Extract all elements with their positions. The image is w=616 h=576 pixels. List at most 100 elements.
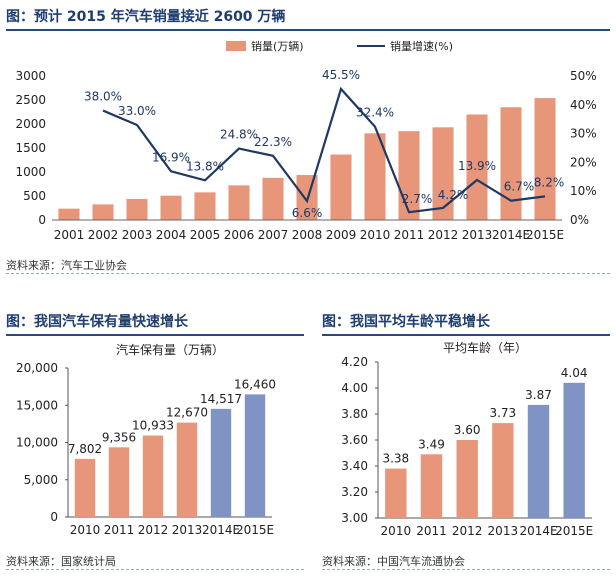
chart-subtitle: 平均车龄（年） (443, 340, 527, 355)
growth-value-label: 24.8% (220, 128, 258, 142)
bar-value-label: 10,933 (132, 419, 174, 433)
chart1-title: 图：预计 2015 年汽车销量接近 2600 万辆 (6, 9, 286, 25)
bar-value-label: 3.73 (489, 406, 516, 420)
bar-value-label: 9,356 (102, 430, 136, 444)
value-bar (108, 447, 130, 517)
value-bar (527, 404, 550, 518)
x-tick-label: 2010 (70, 523, 101, 537)
chart1-source-divider (6, 273, 610, 274)
chart2-title-rule (6, 334, 304, 336)
x-tick-label: 2011 (416, 524, 447, 538)
x-tick-label: 2013 (172, 523, 203, 537)
sales-bar (500, 107, 522, 220)
x-tick-label: 2015E (236, 523, 274, 537)
growth-value-label: 6.7% (504, 180, 535, 194)
y-tick-label: 3.40 (341, 459, 368, 473)
legend-swatch-sales (226, 41, 246, 51)
chart2-source-divider (6, 569, 304, 570)
chart2-source: 资料来源：国家统计局 (6, 555, 116, 568)
chart3-title-rule (322, 334, 610, 336)
bar-value-label: 3.87 (525, 388, 552, 402)
growth-value-label: 13.9% (458, 159, 496, 173)
sales-bar (534, 98, 556, 220)
y-tick-label: 3.60 (341, 433, 368, 447)
x-tick-label: 2014E (519, 524, 557, 538)
value-bar (142, 435, 164, 517)
x-tick-label: 2014E (202, 523, 240, 537)
x-tick-label: 2015E (555, 524, 593, 538)
y-right-tick-label: 40% (570, 98, 597, 112)
y-left-tick-label: 3000 (15, 69, 46, 83)
growth-line (102, 86, 546, 214)
sales-bar (126, 198, 148, 220)
value-bar (492, 423, 514, 518)
sales-bar (228, 185, 250, 220)
chart3-source: 资料来源：中国汽车流通协会 (322, 555, 465, 568)
x-tick-label: 2001 (54, 228, 85, 242)
x-tick-label: 2003 (122, 228, 153, 242)
growth-value-label: 2.7% (402, 192, 433, 206)
y-right-tick-label: 30% (570, 127, 597, 141)
x-tick-label: 2009 (326, 228, 357, 242)
bar-value-label: 7,802 (68, 442, 102, 456)
sales-chart: 销量(万辆) 销量增速(%) 0 500 1000 1500 2000 2500 3000 0% 1… (15, 39, 597, 242)
growth-value-label: 45.5% (322, 68, 360, 82)
x-tick-label: 2015E (526, 228, 564, 242)
growth-value-label: 33.0% (118, 104, 156, 118)
growth-value-label: 22.3% (254, 135, 292, 149)
value-bar (563, 382, 585, 518)
sales-bar (92, 204, 114, 220)
y-right-tick-label: 10% (570, 184, 597, 198)
y-tick-label: 3.00 (341, 511, 368, 525)
x-tick-label: 2012 (428, 228, 459, 242)
x-tick-label: 2012 (452, 524, 483, 538)
y-left-tick-label: 500 (23, 189, 46, 203)
bar-value-label: 12,670 (166, 406, 208, 420)
bar-value-label: 3.49 (418, 437, 445, 451)
x-tick-label: 2006 (224, 228, 255, 242)
y-tick-label: 15,000 (16, 398, 58, 412)
sales-bar (262, 177, 284, 220)
y-right-tick-label: 50% (570, 69, 597, 83)
y-tick-label: 10,000 (16, 436, 58, 450)
growth-value-label: 13.8% (186, 159, 224, 173)
y-tick-label: 3.80 (341, 407, 368, 421)
bar-value-label: 3.60 (454, 423, 481, 437)
y-tick-label: 20,000 (16, 361, 58, 375)
y-right-tick-label: 0% (570, 213, 589, 227)
sales-bar (58, 208, 80, 220)
y-tick-label: 0 (50, 510, 58, 524)
x-tick-label: 2014E (492, 228, 530, 242)
y-right-tick-label: 20% (570, 155, 597, 169)
y-left-tick-label: 2500 (15, 93, 46, 107)
x-tick-label: 2013 (462, 228, 493, 242)
bar-value-label: 16,460 (234, 377, 276, 391)
bar-value-label: 14,517 (200, 392, 242, 406)
growth-value-label: 16.9% (152, 150, 190, 164)
sales-bar (330, 154, 352, 220)
chart3-title: 图：我国平均车龄平稳增长 (322, 314, 490, 330)
legend-label-sales: 销量(万辆) (251, 39, 304, 53)
x-tick-label: 2002 (88, 228, 119, 242)
sales-bar (160, 195, 182, 220)
y-left-tick-label: 1000 (15, 165, 46, 179)
sales-bar (432, 127, 454, 220)
sales-bar (466, 114, 488, 220)
growth-value-label: 6.6% (292, 206, 323, 220)
x-tick-label: 2010 (360, 228, 391, 242)
y-left-tick-label: 0 (38, 213, 46, 227)
x-tick-label: 2013 (488, 524, 519, 538)
chart1-title-rule (6, 29, 610, 31)
x-tick-label: 2008 (292, 228, 323, 242)
y-tick-label: 5,000 (24, 473, 58, 487)
x-tick-label: 2011 (104, 523, 135, 537)
x-tick-label: 2004 (156, 228, 187, 242)
y-left-tick-label: 1500 (15, 141, 46, 155)
growth-value-label: 8.2% (534, 175, 565, 189)
y-tick-label: 4.20 (341, 355, 368, 369)
value-bar (456, 440, 478, 518)
value-bar (244, 394, 266, 517)
x-tick-label: 2010 (381, 524, 412, 538)
chart1-source: 资料来源：汽车工业协会 (6, 259, 127, 272)
